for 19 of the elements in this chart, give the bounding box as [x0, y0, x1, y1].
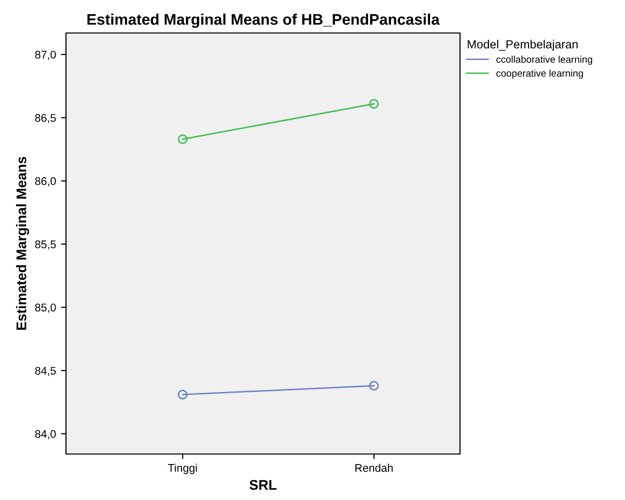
- point: [369, 380, 379, 391]
- y-tick-label: 86,0: [35, 177, 56, 186]
- x-axis-title: SRL: [250, 480, 276, 490]
- x-tick-label: Rendah: [355, 464, 393, 472]
- y-tick-label: 85,0: [35, 304, 56, 313]
- point: [178, 390, 188, 400]
- legend-label: ccollaborative learning: [496, 56, 592, 65]
- point: [369, 98, 379, 109]
- y-tick-label: 84,0: [35, 430, 56, 440]
- y-tick-label: 85,5: [35, 240, 56, 250]
- legend-title: Model_Pembelajaran: [468, 40, 578, 51]
- x-tick-label: Tinggi: [168, 464, 197, 474]
- y-tick-label: 84,5: [35, 366, 56, 376]
- chart-title: Estimated Marginal Means of HB_PendPancasila: [87, 14, 440, 28]
- point: [178, 134, 188, 144]
- legend-label: cooperative learning: [496, 70, 583, 79]
- y-tick-label: 87,0: [35, 50, 56, 60]
- y-axis-title: Estimated Marginal Means: [16, 156, 30, 330]
- y-tick-label: 86,5: [35, 114, 56, 124]
